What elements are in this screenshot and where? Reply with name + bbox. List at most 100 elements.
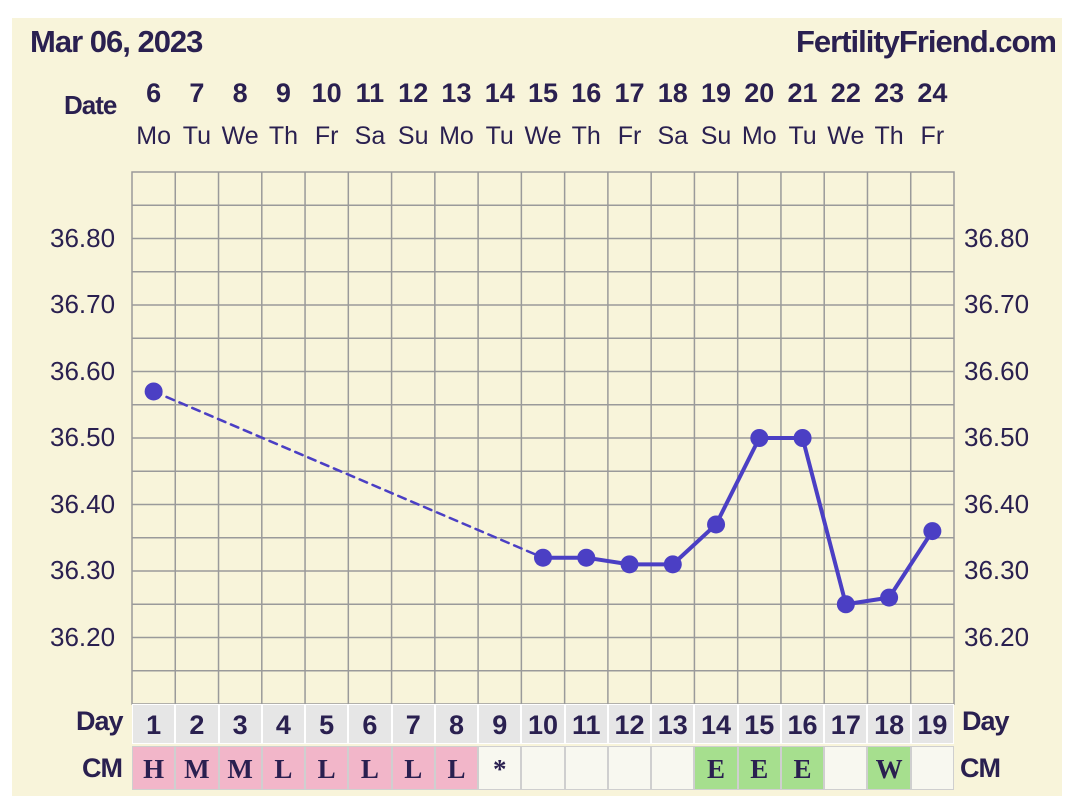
- cycle-day-cell: 11: [564, 704, 608, 744]
- weekday-label: Tu: [182, 122, 211, 150]
- date-label: 13: [441, 78, 472, 108]
- y-tick-label-right: 36.60: [964, 355, 1030, 386]
- cervical-mucus-cell: E: [737, 746, 781, 790]
- date-label: 9: [275, 78, 291, 108]
- data-point: [620, 555, 639, 574]
- weekday-label: Sa: [657, 122, 689, 150]
- cervical-mucus-cell: *: [478, 746, 522, 790]
- weekday-label: Th: [874, 122, 904, 150]
- data-point: [663, 555, 682, 574]
- cervical-mucus-cell: L: [391, 746, 435, 790]
- y-tick-label-right: 36.40: [964, 488, 1030, 519]
- cycle-day-cell: 13: [651, 704, 695, 744]
- weekday-label: Fr: [920, 122, 945, 150]
- cervical-mucus-cell: [824, 746, 868, 790]
- cervical-mucus-cell: M: [218, 746, 262, 790]
- date-label: 12: [398, 78, 429, 108]
- series-line-gap: [152, 390, 545, 559]
- cervical-mucus-cell: L: [261, 746, 306, 790]
- cycle-day-cell: 8: [434, 704, 479, 744]
- y-tick-label-right: 36.70: [964, 289, 1030, 319]
- date-label: 6: [146, 78, 162, 108]
- weekday-label: We: [221, 122, 259, 150]
- date-label: 20: [744, 78, 775, 108]
- date-label: 18: [657, 78, 688, 108]
- cycle-day-cell: 7: [391, 704, 435, 744]
- data-point: [534, 548, 552, 567]
- series-line-segment: [887, 529, 935, 600]
- date-label: 19: [701, 78, 732, 108]
- cycle-day-cell: 1: [132, 704, 176, 744]
- data-point: [750, 429, 769, 447]
- weekday-label: Fr: [617, 122, 642, 150]
- date-label: 7: [189, 78, 205, 108]
- weekday-label: Su: [700, 122, 732, 150]
- cervical-mucus-cell: L: [434, 746, 479, 790]
- cervical-mucus-cell: W: [867, 746, 911, 790]
- weekday-label: Sa: [354, 122, 386, 150]
- y-tick-label-left: 36.70: [50, 289, 116, 319]
- date-label: 8: [232, 78, 248, 108]
- series-line-segment: [714, 436, 762, 527]
- date-label: 23: [874, 78, 905, 108]
- series-line-segment: [800, 436, 848, 607]
- site-name: FertilityFriend.com: [795, 24, 1057, 59]
- date-label: 21: [787, 78, 818, 108]
- date-label: 14: [484, 78, 515, 108]
- cervical-mucus-cell: E: [780, 746, 825, 790]
- y-tick-label-left: 36.60: [50, 355, 116, 386]
- date-label: 11: [355, 78, 385, 108]
- weekday-label: Mo: [439, 122, 474, 150]
- data-point: [836, 595, 855, 614]
- cervical-mucus-cell: [564, 746, 608, 790]
- y-tick-label-right: 36.80: [964, 222, 1030, 253]
- date-label: 16: [571, 78, 602, 108]
- cycle-day-cell: 5: [305, 704, 349, 744]
- data-point: [923, 522, 942, 541]
- cycle-day-cell: 15: [737, 704, 781, 744]
- cervical-mucus-cell: [607, 746, 652, 790]
- weekday-label: Tu: [485, 122, 514, 150]
- cycle-day-cell: 16: [780, 704, 825, 744]
- cm-row-label-right: CM: [960, 753, 1001, 783]
- cycle-day-cell: 19: [910, 704, 954, 744]
- cycle-day-cell: 9: [478, 704, 522, 744]
- date-label: 22: [830, 78, 861, 108]
- cervical-mucus-cell: E: [694, 746, 738, 790]
- y-tick-label-left: 36.20: [50, 621, 116, 652]
- date-label: 10: [311, 78, 342, 108]
- weekday-label: We: [827, 122, 865, 150]
- cycle-day-cell: 14: [694, 704, 738, 744]
- date-row-label: Date: [64, 90, 117, 120]
- date-label: 15: [527, 78, 558, 108]
- weekday-label: Mo: [136, 122, 171, 150]
- day-row-label-right: Day: [962, 706, 1010, 736]
- weekday-label: We: [524, 122, 562, 150]
- data-point: [577, 548, 596, 567]
- data-point: [793, 429, 812, 447]
- cycle-day-cell: 10: [521, 704, 565, 744]
- date-label: 24: [917, 78, 948, 108]
- chart-date-header: Mar 06, 2023: [30, 24, 203, 59]
- y-tick-label-left: 36.30: [50, 555, 116, 585]
- cervical-mucus-cell: L: [305, 746, 349, 790]
- weekday-label: Fr: [314, 122, 339, 150]
- data-point: [144, 382, 163, 401]
- weekday-label: Th: [571, 122, 601, 150]
- cycle-day-cell: 6: [348, 704, 392, 744]
- series-line-segment: [670, 522, 719, 567]
- y-tick-label-left: 36.50: [50, 422, 116, 452]
- cervical-mucus-cell: L: [348, 746, 392, 790]
- cycle-day-cell: 17: [824, 704, 868, 744]
- cervical-mucus-cell: [910, 746, 954, 790]
- cervical-mucus-cell: [651, 746, 695, 790]
- cycle-day-cell: 2: [175, 704, 219, 744]
- cycle-day-cell: 12: [607, 704, 652, 744]
- date-label: 17: [614, 78, 645, 108]
- cervical-mucus-cell: H: [132, 746, 176, 790]
- data-point: [707, 515, 726, 534]
- cycle-day-cell: 3: [218, 704, 262, 744]
- y-tick-label-left: 36.40: [50, 488, 116, 519]
- cervical-mucus-cell: M: [175, 746, 219, 790]
